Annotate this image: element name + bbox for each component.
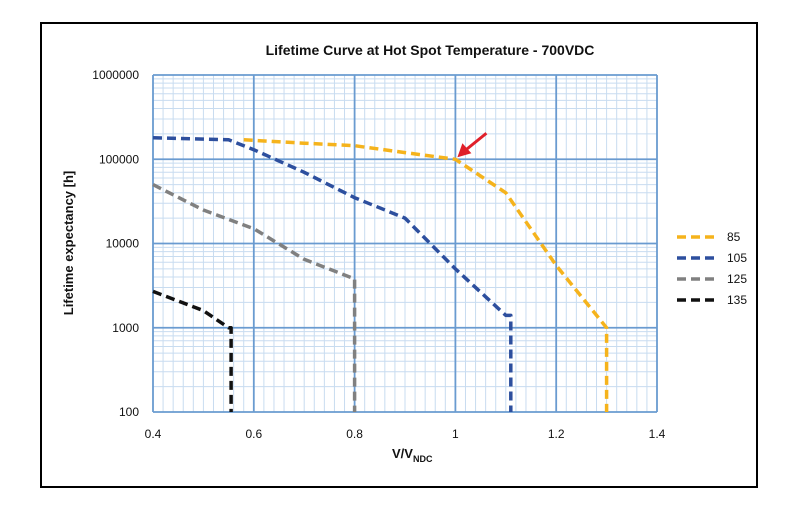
grid: [152, 74, 658, 413]
legend-label-85: 85: [727, 230, 741, 244]
y-axis-label: Lifetime expectancy [h]: [61, 171, 76, 316]
x-tick-label: 1: [452, 427, 459, 441]
x-tick-label: 0.6: [245, 427, 262, 441]
chart-frame: [40, 22, 758, 488]
y-tick-label: 1000000: [92, 68, 139, 82]
chart-title: Lifetime Curve at Hot Spot Temperature -…: [266, 42, 595, 58]
x-axis-label-sub: NDC: [413, 454, 433, 464]
x-tick-label: 0.4: [145, 427, 162, 441]
series-line-135: [152, 289, 233, 412]
y-tick-label: 10000: [106, 237, 140, 251]
y-tick-label: 100000: [99, 152, 139, 166]
x-tick-label: 0.8: [346, 427, 363, 441]
legend-label-105: 105: [727, 251, 747, 265]
legend-label-125: 125: [727, 272, 747, 286]
x-tick-label: 1.2: [548, 427, 565, 441]
series-line-105: [152, 135, 513, 412]
arrow-head: [457, 143, 472, 158]
y-tick-label: 100: [119, 405, 139, 419]
series-line-125: [152, 183, 357, 412]
arrow-shaft: [464, 132, 488, 152]
legend-label-135: 135: [727, 293, 747, 307]
y-tick-label: 1000: [112, 321, 139, 335]
x-axis-label: V/VNDC: [392, 446, 433, 464]
x-tick-label: 1.4: [649, 427, 666, 441]
series-group: [152, 135, 609, 412]
annotation-arrow: [457, 132, 488, 158]
x-axis-label-main: V/V: [392, 446, 413, 461]
series-line-85: [243, 138, 609, 412]
tick-labels: 0.4 0.6 0.8 1 1.2 1.4 100 1000 10000 100000 100000…: [92, 68, 665, 441]
legend: 85 105 125 135: [677, 230, 747, 307]
